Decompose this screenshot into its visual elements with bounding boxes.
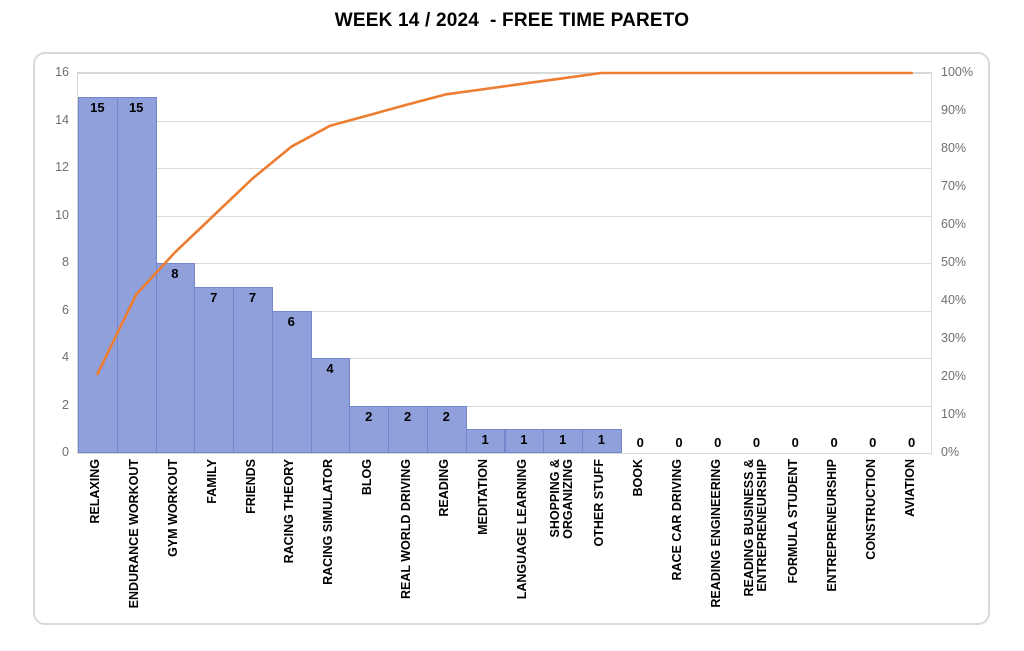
- bar: [78, 96, 118, 453]
- y-axis-tick-right: 40%: [941, 293, 967, 307]
- category-label: FAMILY: [204, 459, 219, 504]
- bar: [116, 96, 157, 453]
- category-label: RELAXING: [88, 459, 103, 524]
- bar-value-label: 4: [326, 361, 334, 376]
- bar-value-label: 0: [869, 435, 877, 450]
- category-label: RACE CAR DRIVING: [670, 459, 685, 581]
- y-axis-tick-right: 90%: [941, 103, 967, 117]
- gridline: [78, 263, 931, 264]
- chart-panel: 0 2 4 6 8 10 12 14 16 0% 10% 20% 30% 40% 50% 60% 70% 80%…: [33, 52, 990, 625]
- bar-value-label: 7: [210, 289, 218, 305]
- y-axis-tick-right: 0%: [941, 445, 960, 459]
- bar-value-label: 1: [559, 432, 567, 448]
- bar-value-label: 6: [287, 313, 295, 329]
- bar-value-label: 2: [403, 408, 412, 424]
- bar: [233, 286, 273, 453]
- category-label: RACING THEORY: [282, 459, 297, 564]
- bar-value-label: 2: [365, 408, 373, 424]
- bar-value-label: 15: [128, 99, 144, 115]
- bar-value-label: 0: [830, 435, 838, 450]
- category-label: MEDITATION: [476, 459, 491, 535]
- category-label: CONSTRUCTION: [864, 459, 879, 560]
- bar-value-label: 8: [171, 266, 179, 281]
- category-label: LANGUAGE LEARNING: [515, 459, 530, 600]
- category-label: ENDURANCE WORKOUT: [127, 459, 142, 609]
- y-axis-tick-left: 6: [62, 302, 69, 317]
- y-axis-tick-left: 12: [55, 160, 69, 174]
- bar-value-label: 0: [675, 435, 683, 450]
- bar-value-label: 0: [791, 435, 799, 450]
- category-label: FRIENDS: [243, 459, 258, 514]
- bar-value-label: 0: [907, 435, 916, 450]
- y-axis-tick-right: 20%: [941, 369, 967, 383]
- plot-area: 15 15 8 7 7 6 4 2 2 2 1 1 1 1 0 0 0 0 0 0 0 0: [77, 71, 932, 454]
- y-axis-tick-left: 0: [62, 445, 69, 459]
- bar: [582, 429, 622, 453]
- category-label: RACING SIMULATOR: [321, 459, 336, 585]
- y-axis-tick-right: 60%: [941, 217, 967, 231]
- bar-value-label: 15: [90, 99, 105, 115]
- category-label: AVIATION: [902, 459, 917, 517]
- category-label: BOOK: [631, 459, 646, 497]
- category-label: GYM WORKOUT: [166, 459, 181, 557]
- y-axis-tick-left: 10: [55, 207, 69, 222]
- bar-value-label: 1: [597, 432, 605, 448]
- y-axis-tick-left: 14: [55, 112, 69, 127]
- category-label: BLOG: [360, 459, 375, 496]
- category-label: SHOPPING & ORGANIZING: [547, 459, 575, 539]
- bar-value-label: 7: [248, 289, 257, 305]
- gridline: [78, 120, 931, 122]
- y-axis-tick-right: 70%: [941, 179, 967, 193]
- y-axis-tick-right: 100%: [941, 65, 973, 79]
- y-axis-tick-right: 50%: [941, 255, 967, 269]
- y-axis-tick-right: 30%: [941, 331, 967, 345]
- bar: [388, 405, 428, 453]
- bar-value-label: 1: [520, 432, 528, 448]
- bar: [194, 286, 235, 453]
- y-axis-tick-left: 4: [62, 350, 69, 364]
- chart-title: WEEK 14 / 2024 - FREE TIME PARETO: [334, 10, 690, 31]
- bar: [271, 310, 312, 453]
- y-axis-tick-right: 10%: [941, 407, 967, 421]
- bar-value-label: 1: [481, 432, 489, 448]
- y-axis-tick-left: 16: [55, 65, 69, 79]
- category-label: REAL WORLD DRIVING: [398, 459, 413, 600]
- bar: [426, 405, 467, 453]
- category-label: ENTREPRENEURSHIP: [825, 459, 840, 592]
- category-label: READING BUSINESS & ENTREPRENEURSHIP: [741, 459, 769, 597]
- category-label: OTHER STUFF: [592, 459, 607, 547]
- y-axis-tick-left: 8: [62, 255, 69, 269]
- y-axis-tick-right: 80%: [941, 141, 967, 155]
- bar-value-label: 2: [442, 408, 450, 424]
- bar: [155, 263, 196, 453]
- y-axis-tick-left: 2: [62, 397, 69, 412]
- bar-value-label: 0: [714, 435, 722, 450]
- bar-value-label: 0: [752, 435, 761, 450]
- bar-value-label: 0: [636, 435, 644, 450]
- gridline: [78, 73, 931, 74]
- category-label: READING: [437, 459, 452, 517]
- gridline: [78, 215, 931, 217]
- gridline: [78, 405, 931, 407]
- category-label: READING ENGINEERING: [709, 459, 724, 608]
- category-label: FORMULA STUDENT: [786, 459, 801, 584]
- gridline: [78, 168, 931, 169]
